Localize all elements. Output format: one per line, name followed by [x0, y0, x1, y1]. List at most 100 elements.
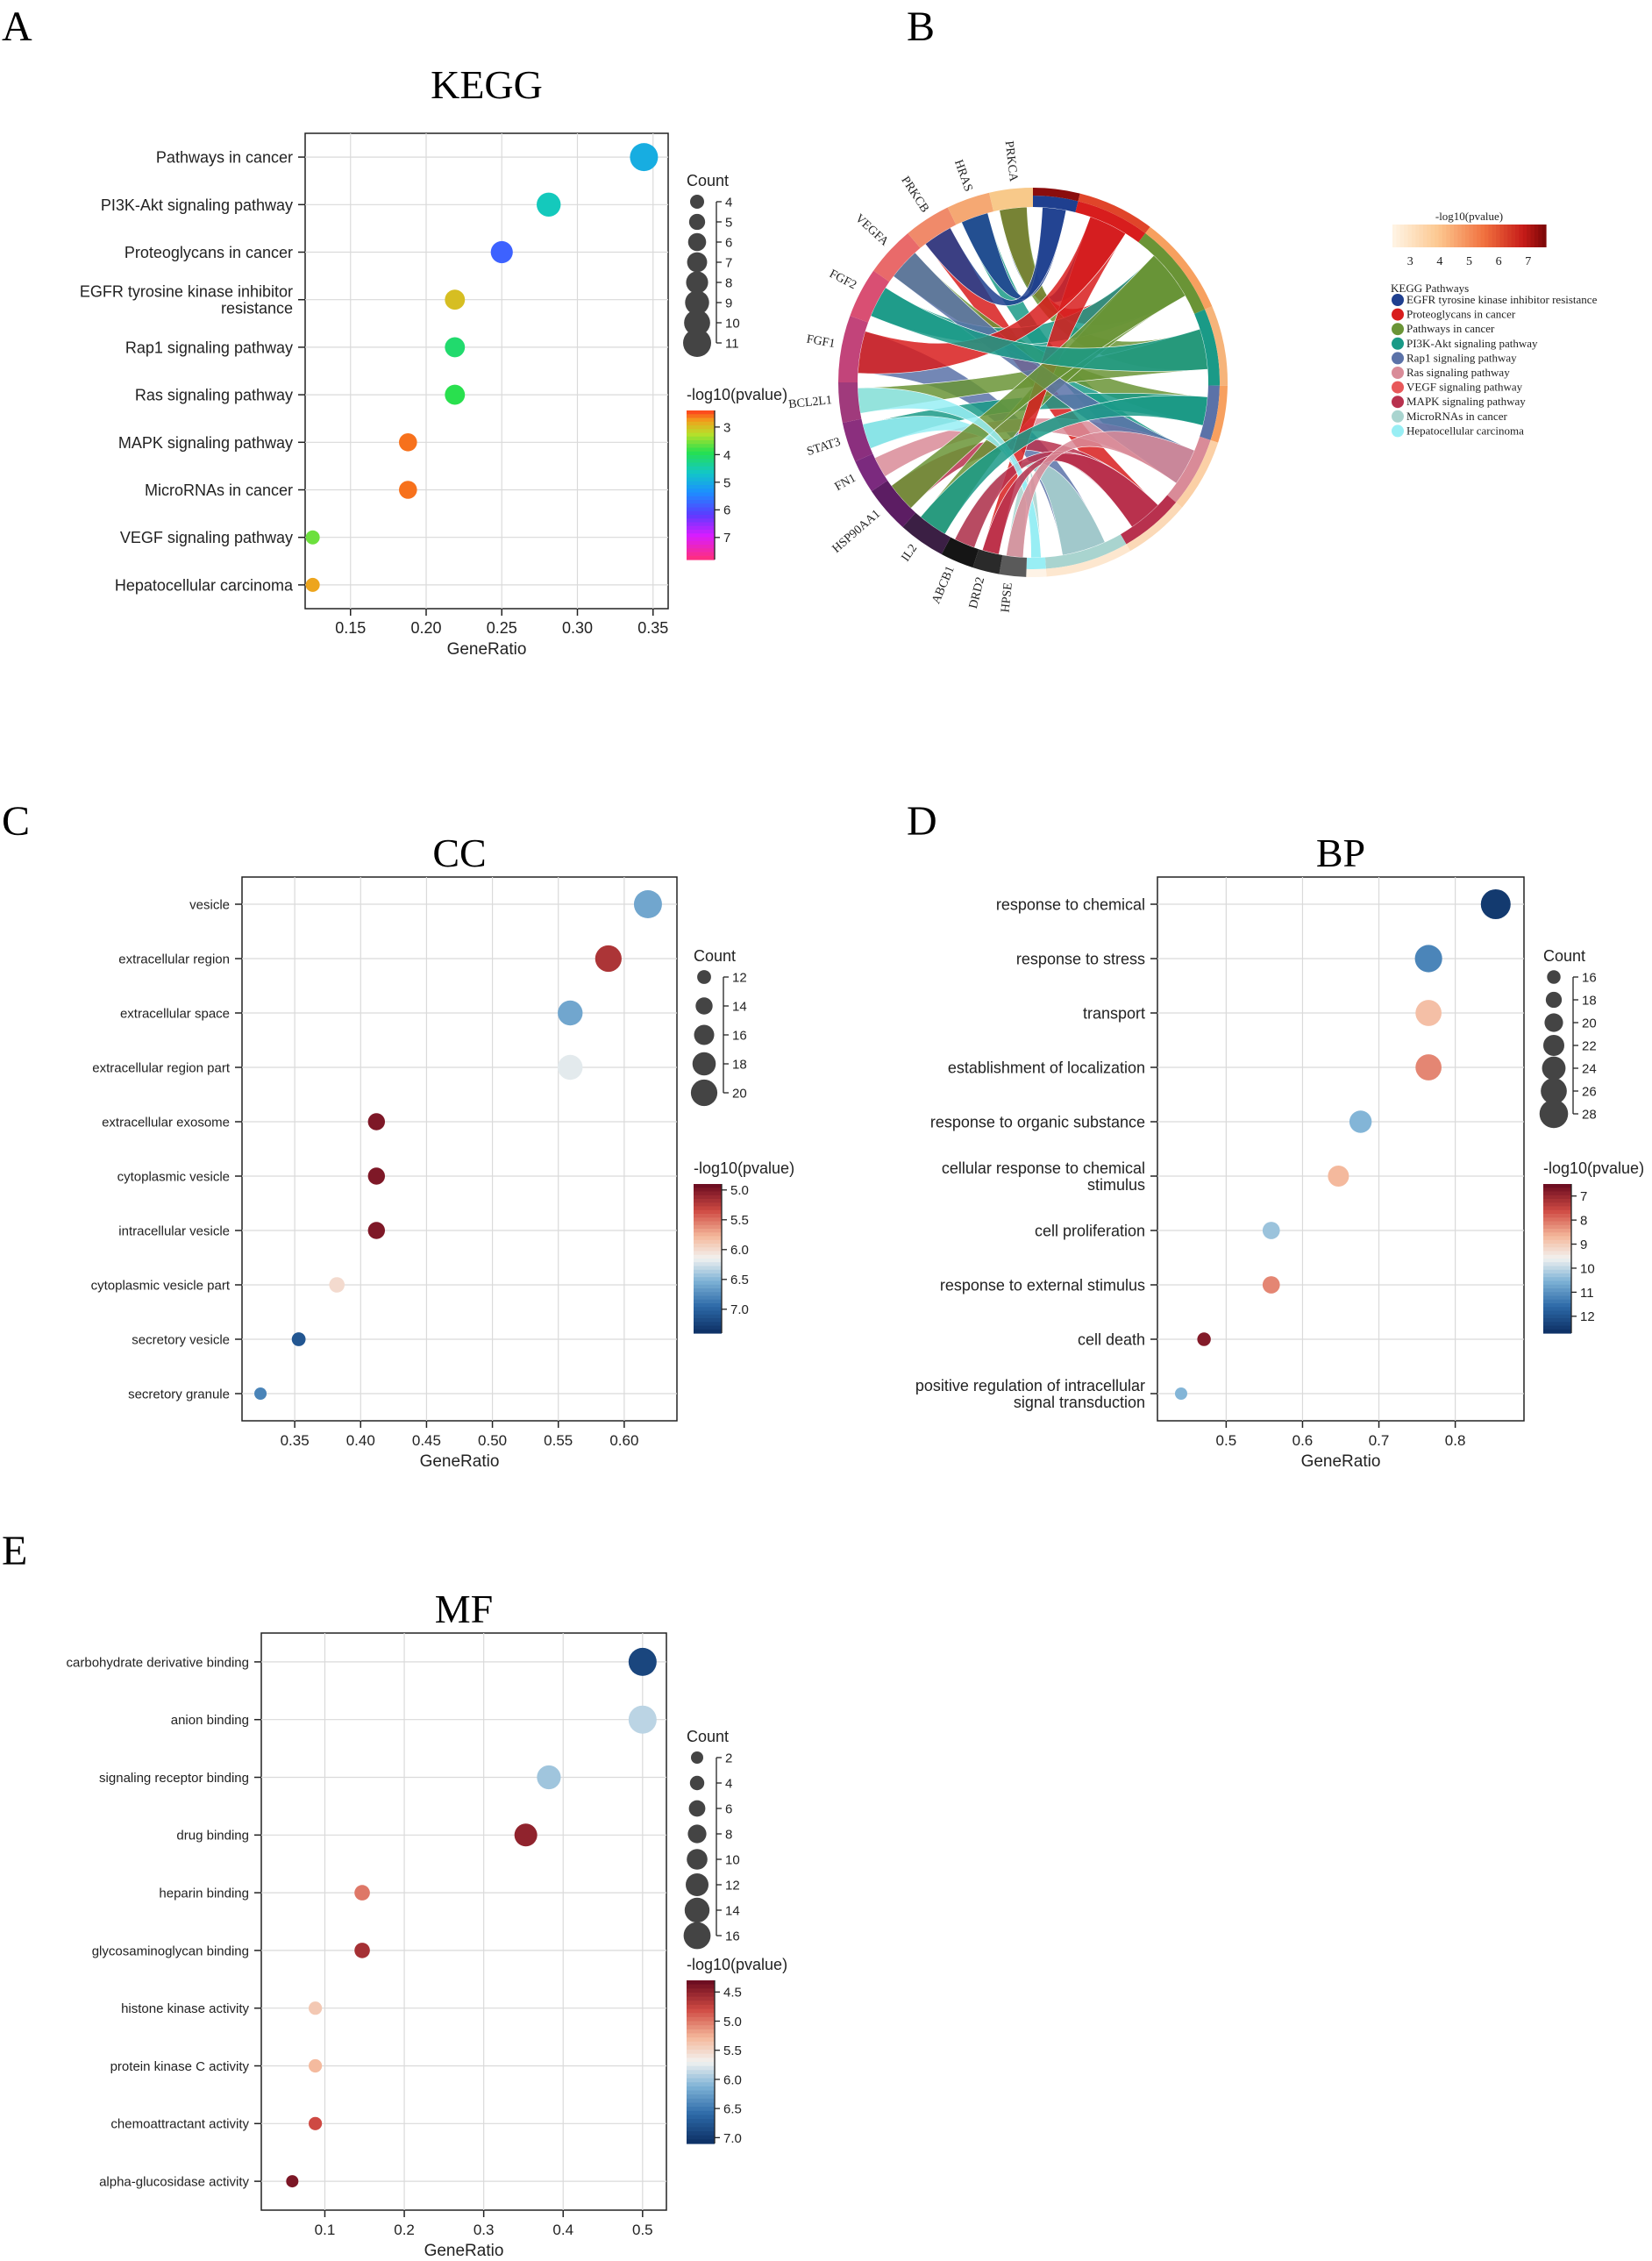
colorbar-segment: [1472, 225, 1478, 247]
colorbar-segment: [1543, 1266, 1571, 1271]
colorbar-tick-label: 5.5: [730, 1213, 749, 1228]
colorbar-segment: [694, 1195, 722, 1200]
colorbar-segment: [1415, 225, 1421, 247]
colorbar-segment: [687, 474, 715, 479]
pathway-legend-swatch: [1392, 367, 1404, 379]
data-point: [490, 240, 513, 264]
gene-label: PRKCA: [1002, 140, 1020, 183]
count-legend-dot: [697, 970, 711, 984]
colorbar-segment: [687, 2098, 715, 2104]
category-label: response to stress: [1016, 950, 1145, 967]
colorbar-segment: [687, 436, 715, 441]
x-axis-label: GeneRatio: [420, 1452, 500, 1471]
pvalue-legend: -log10(pvalue) 4.5 5.0 5.5 6.0 6.5 7.0: [687, 1956, 787, 2146]
data-point: [1262, 1276, 1280, 1294]
colorbar-segment: [694, 1224, 722, 1230]
colorbar-segment: [687, 485, 715, 489]
pathway-legend-swatch: [1392, 424, 1404, 438]
colorbar-segment: [694, 1295, 722, 1301]
colorbar-segment: [687, 2086, 715, 2092]
category-label: PI3K-Akt signaling pathway: [101, 196, 293, 214]
x-axis: 0.5 0.6 0.7 0.8 GeneRatio: [1216, 1421, 1465, 1471]
colorbar-segment: [1543, 1273, 1571, 1278]
colorbar-segment: [687, 2029, 715, 2035]
colorbar-segment: [687, 533, 715, 539]
gene-label: HRAS: [951, 158, 975, 193]
colorbar-segment: [694, 1273, 722, 1278]
gene-sector: [873, 232, 921, 282]
pathway-legend-label: Hepatocellular carcinoma: [1406, 424, 1524, 437]
count-legend-dot: [688, 1800, 706, 1817]
category-label: cytoplasmic vesicle part: [91, 1278, 231, 1293]
data-point: [537, 192, 561, 218]
colorbar-segment: [1543, 1217, 1571, 1223]
colorbar-segment: [694, 1307, 722, 1312]
colorbar-segment: [694, 1292, 722, 1297]
count-legend-dot: [689, 1775, 705, 1791]
count-legend-value: 14: [725, 1903, 740, 1918]
colorbar-segment: [1519, 225, 1524, 247]
pathway-legend-label: MAPK signaling pathway: [1406, 395, 1526, 408]
colorbar-tick-label: 7.0: [723, 2131, 742, 2146]
gene-sector: [855, 453, 888, 492]
count-legend-dot: [695, 997, 713, 1015]
colorbar-segment: [687, 2119, 715, 2124]
colorbar-segment: [694, 1188, 722, 1193]
category-label: extracellular space: [120, 1006, 230, 1021]
pathway-sector: [1138, 232, 1206, 314]
colorbar-segment: [687, 466, 715, 471]
colorbar-segment: [687, 507, 715, 512]
gene-label: BCL2L1: [788, 394, 833, 411]
category-label: secretory vesicle: [132, 1332, 230, 1347]
gene-label: HPSE: [999, 582, 1015, 614]
colorbar-segment: [1503, 225, 1508, 247]
data-point: [309, 2058, 323, 2073]
gene-label: FGF1: [806, 333, 837, 351]
data-point: [558, 1054, 583, 1081]
colorbar-segment: [1543, 1322, 1571, 1327]
colorbar-segment: [694, 1280, 722, 1286]
x-tick-label: 0.1: [315, 2222, 336, 2238]
gene-label: HSP90AA1: [830, 508, 883, 556]
colorbar-segment: [694, 1221, 722, 1226]
colorbar-segment: [694, 1184, 722, 1188]
chord-ribbon: [870, 287, 1208, 372]
category-label: Rap1 signaling pathway: [125, 339, 293, 356]
x-tick-label: 0.35: [637, 619, 668, 637]
count-legend-value: 10: [725, 316, 740, 331]
panel-letter-d: D: [907, 798, 937, 845]
pathway-legend-swatch: [1392, 323, 1404, 336]
gene-sector: [838, 382, 862, 424]
chord-colorbar: [1392, 225, 1547, 247]
colorbar-segment: [1507, 225, 1513, 247]
colorbar-segment: [687, 414, 715, 419]
colorbar-segment: [694, 1269, 722, 1274]
data-point: [286, 2175, 299, 2188]
colorbar-segment: [1480, 225, 1485, 247]
colorbar-segment: [1543, 1254, 1571, 1259]
colorbar-segment: [1527, 225, 1532, 247]
panel-letter-c: C: [2, 798, 30, 845]
pathway-legend-label: Ras signaling pathway: [1406, 366, 1510, 379]
count-legend-dot: [690, 1079, 718, 1107]
count-legend-value: 24: [1582, 1061, 1597, 1076]
pathway-legend-label: Rap1 signaling pathway: [1406, 351, 1517, 364]
colorbar-segment: [687, 2016, 715, 2022]
count-legend-value: 16: [732, 1028, 747, 1043]
colorbar-segment: [1399, 225, 1405, 247]
colorbar-segment: [1543, 1221, 1571, 1226]
colorbar-segment: [1543, 1236, 1571, 1241]
category-label: heparin binding: [159, 1887, 249, 1901]
colorbar-segment: [1543, 1269, 1571, 1274]
pathway-legend-label: VEGF signaling pathway: [1406, 381, 1523, 394]
pathway-legend-swatch: [1392, 308, 1404, 321]
colorbar-segment: [1465, 225, 1470, 247]
colorbar-segment: [694, 1229, 722, 1233]
colorbar-segment: [687, 2073, 715, 2079]
pathway-sector: [1044, 534, 1127, 569]
count-legend-dot: [686, 271, 709, 294]
pathway-legend-swatch: [1392, 381, 1404, 394]
colorbar-segment: [687, 552, 715, 557]
count-legend-dot: [684, 310, 710, 336]
pvalue-legend: -log10(pvalue) 3 4 5 6 7: [687, 386, 787, 560]
